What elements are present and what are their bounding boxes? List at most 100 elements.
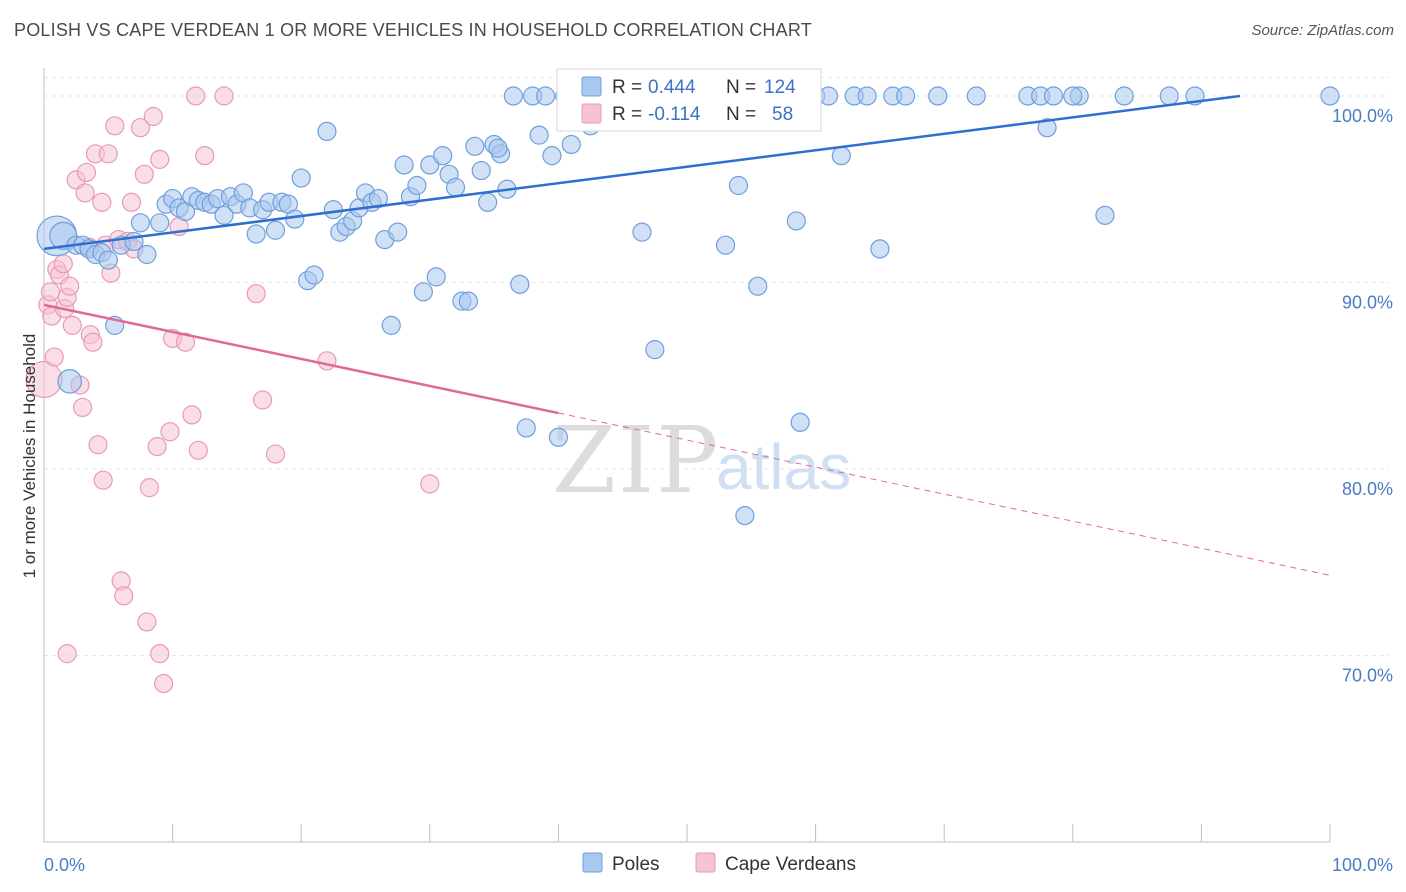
cape-verdeans-point-10 — [60, 276, 80, 296]
poles-point-49 — [381, 315, 401, 335]
legend-label-poles: Poles — [612, 854, 660, 875]
poles-point-75 — [548, 427, 569, 447]
poles-points — [36, 86, 1340, 526]
poles-point-35 — [285, 209, 305, 229]
cape-verdeans-point-30 — [114, 586, 134, 606]
legend-swatch-cape-verdeans — [695, 852, 716, 873]
poles-point-11 — [137, 244, 157, 265]
poles-point-110 — [928, 86, 948, 106]
x-tick-label-1: 100.0% — [1332, 855, 1393, 875]
poles-point-38 — [304, 265, 324, 285]
cape-verdeans-point-16 — [76, 162, 97, 183]
cape-verdeans-point-39 — [147, 437, 167, 457]
stats-swatch-poles — [581, 76, 602, 97]
poles-point-84 — [632, 222, 652, 242]
cape-verdeans-trend-line — [43, 303, 559, 415]
poles-point-13 — [130, 213, 151, 233]
poles-point-101 — [790, 412, 810, 432]
poles-point-14 — [150, 213, 170, 233]
y-axis-label: 1 or more Vehicles in Household — [20, 334, 39, 579]
stats-n-label-poles: N = — [726, 77, 756, 98]
poles-point-29 — [246, 224, 266, 244]
stats-r-value-cape-verdeans: -0.114 — [648, 104, 701, 125]
poles-point-109 — [896, 86, 916, 106]
cape-verdeans-point-23 — [93, 470, 113, 490]
y-tick-label-0: 70.0% — [1342, 665, 1393, 685]
legend-swatch-poles — [582, 852, 603, 873]
y-tick-label-1: 80.0% — [1342, 479, 1393, 499]
cape-verdeans-point-34 — [130, 118, 151, 138]
cape-verdeans-point-14 — [72, 397, 93, 418]
poles-point-50 — [388, 222, 408, 242]
poles-point-119 — [1114, 86, 1134, 106]
poles-point-69 — [510, 274, 530, 294]
stats-n-value-poles: 124 — [764, 77, 796, 98]
source-credit: Source: ZipAtlas.com — [1251, 22, 1394, 39]
cape-verdeans-point-27 — [105, 116, 125, 136]
cape-verdeans-point-57 — [150, 644, 170, 664]
stats-n-value-cape-verdeans: 58 — [772, 104, 793, 125]
poles-point-55 — [420, 155, 440, 175]
poles-point-56 — [426, 267, 446, 287]
cape-verdeans-point-37 — [139, 478, 160, 498]
cape-verdeans-point-22 — [92, 192, 112, 212]
stats-r-label-poles: R = — [612, 77, 642, 98]
poles-point-68 — [503, 86, 523, 106]
cape-verdeans-point-4 — [44, 347, 64, 367]
cape-verdeans-point-25 — [98, 144, 118, 164]
cape-verdeans-point-52 — [253, 390, 273, 410]
poles-point-123 — [488, 138, 508, 158]
cape-verdeans-points — [25, 86, 440, 694]
cape-verdeans-point-50 — [214, 86, 234, 106]
poles-point-89 — [645, 340, 665, 360]
poles-point-114 — [1037, 118, 1057, 138]
poles-point-36 — [291, 168, 311, 188]
poles-point-74 — [542, 146, 562, 166]
stats-r-label-cape-verdeans: R = — [612, 104, 642, 125]
poles-point-118 — [1095, 205, 1115, 225]
y-tick-label-3: 100.0% — [1332, 106, 1393, 126]
cape-verdeans-point-35 — [134, 164, 154, 184]
poles-point-53 — [407, 175, 427, 196]
cape-verdeans-point-46 — [182, 405, 202, 425]
chart-title: POLISH VS CAPE VERDEAN 1 OR MORE VEHICLE… — [14, 20, 812, 40]
cape-verdeans-point-55 — [420, 474, 440, 494]
poles-point-51 — [394, 155, 414, 175]
stats-r-value-poles: 0.444 — [648, 77, 696, 98]
poles-point-39 — [317, 121, 337, 142]
poles-point-7 — [57, 369, 83, 394]
cape-verdeans-point-21 — [88, 435, 108, 455]
poles-point-32 — [265, 220, 286, 240]
cape-verdeans-point-53 — [265, 444, 286, 464]
poles-point-104 — [831, 146, 851, 166]
poles-point-63 — [471, 160, 491, 181]
cape-verdeans-point-36 — [137, 612, 157, 632]
cape-verdeans-point-38 — [143, 106, 163, 127]
legend-label-cape-verdeans: Cape Verdeans — [725, 854, 856, 875]
cape-verdeans-point-7 — [53, 254, 73, 274]
cape-verdeans-point-47 — [186, 86, 206, 106]
watermark-atlas: atlas — [716, 431, 851, 503]
poles-point-8 — [98, 250, 118, 270]
poles-point-40 — [323, 200, 343, 220]
poles-point-73 — [535, 86, 556, 106]
cape-verdeans-point-56 — [57, 644, 77, 664]
axes — [43, 68, 1331, 843]
cape-verdeans-point-54 — [317, 351, 337, 371]
poles-point-93 — [728, 175, 749, 196]
poles-point-64 — [478, 192, 498, 212]
stats-swatch-cape-verdeans — [581, 103, 602, 124]
stats-n-label-cape-verdeans: N = — [726, 104, 756, 125]
poles-point-62 — [465, 136, 485, 156]
poles-point-120 — [1159, 86, 1179, 106]
cape-verdeans-point-15 — [75, 183, 95, 203]
poles-point-61 — [458, 291, 478, 311]
poles-point-59 — [445, 177, 466, 197]
stats-box: R = 0.444 N = 124 R = -0.114 N = 58 — [556, 68, 822, 132]
poles-point-117 — [1063, 86, 1083, 106]
cape-verdeans-point-45 — [175, 332, 196, 352]
poles-point-95 — [735, 506, 755, 526]
cape-verdeans-point-48 — [188, 440, 208, 460]
cape-verdeans-point-32 — [121, 192, 142, 212]
cape-verdeans-point-2 — [40, 282, 61, 302]
